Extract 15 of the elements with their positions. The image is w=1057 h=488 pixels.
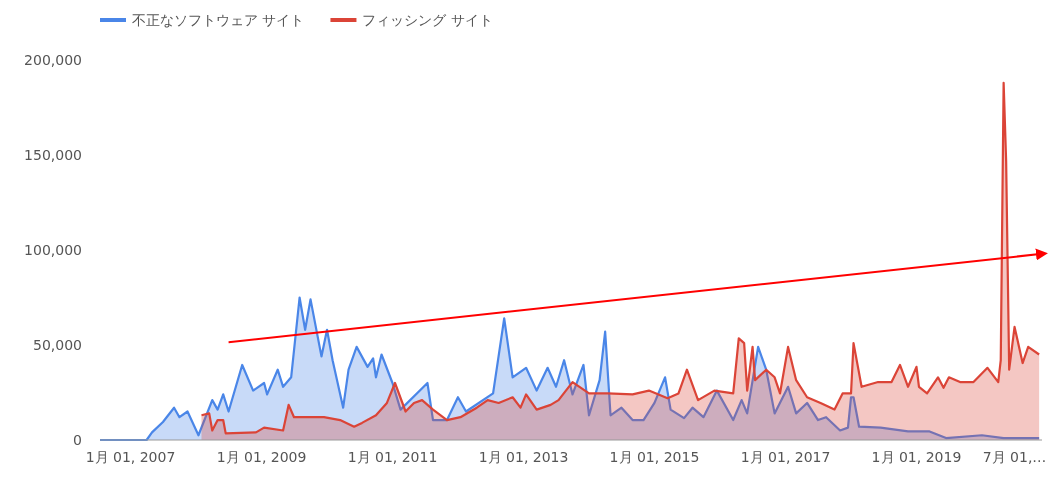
xtick: 1月 01, 2009 xyxy=(216,449,307,465)
legend-label: フィッシング サイト xyxy=(362,12,493,28)
xtick: 1月 01, 2011 xyxy=(347,449,438,465)
y-tick-label: 0 xyxy=(73,432,82,448)
xtick: 7月 01,… xyxy=(982,449,1047,465)
xtick: 1月 01, 2015 xyxy=(609,449,700,465)
xtick: 1月 01, 2019 xyxy=(871,449,962,465)
y-tick-label: 150,000 xyxy=(24,147,82,163)
legend-label: 不正なソフトウェア サイト xyxy=(132,12,305,28)
y-tick-label: 200,000 xyxy=(24,52,82,68)
y-tick-label: 50,000 xyxy=(33,337,82,353)
xtick: 1月 01, 2013 xyxy=(478,449,569,465)
xtick: 1月 01, 2017 xyxy=(740,449,831,465)
y-tick-label: 100,000 xyxy=(24,242,82,258)
xtick: 1月 01, 2007 xyxy=(85,449,176,465)
